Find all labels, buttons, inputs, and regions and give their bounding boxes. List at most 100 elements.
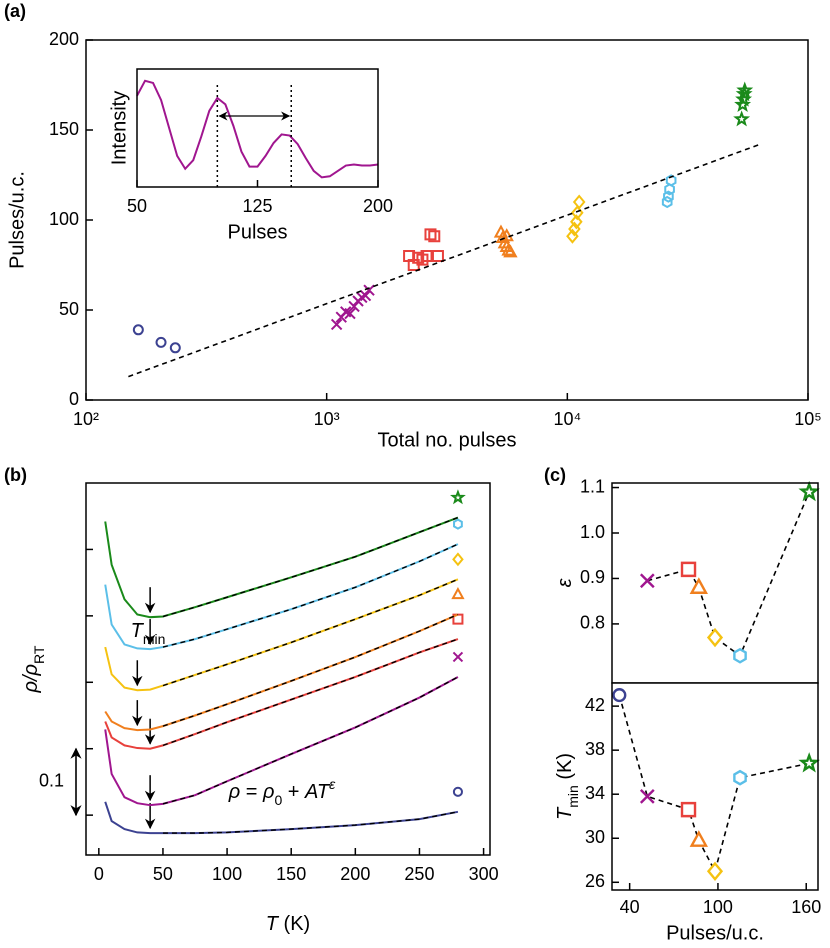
data-point (735, 85, 753, 102)
data-point (359, 289, 372, 302)
curve (104, 638, 459, 750)
y-tick-label: 38 (585, 739, 605, 759)
y-axis-label: ρ/ρRT (20, 645, 46, 693)
y-tick-label: 30 (585, 827, 605, 847)
x-tick-label: 100 (212, 864, 242, 884)
annotation: ρ = ρ0 + ATε (228, 776, 336, 808)
x-tick-label: 200 (340, 864, 370, 884)
y-tick-label: 50 (59, 299, 79, 319)
data-point (680, 801, 697, 818)
y-tick-label: 34 (585, 783, 605, 803)
x-tick-label: 200 (363, 196, 393, 216)
sample-symbol (451, 587, 465, 600)
text-part: ε (554, 577, 576, 587)
x-tick-label: 160 (791, 897, 821, 917)
x-axis-label: T (K) (266, 913, 310, 935)
curve (136, 79, 379, 179)
x-tick-label: 150 (276, 864, 306, 884)
curve (104, 516, 459, 619)
sample-symbol (452, 786, 463, 797)
data-point (612, 688, 627, 703)
data-point (639, 789, 655, 804)
text-part: (K) (278, 913, 310, 935)
data-point (420, 250, 433, 262)
y-tick-label: 0 (69, 389, 79, 409)
y-tick-label: 1.0 (580, 522, 605, 542)
text-part: min (565, 785, 581, 808)
text-part: RT (31, 645, 47, 664)
x-tick-label: 100 (703, 897, 733, 917)
plot-frame (85, 39, 809, 401)
text-part: AT (304, 781, 331, 803)
y-tick-label: 100 (49, 209, 79, 229)
y-tick-label: 1.1 (580, 476, 605, 496)
data-point (706, 861, 724, 881)
data-point (424, 228, 437, 241)
data-point (733, 769, 747, 786)
y-axis-label: Tmin (K) (554, 753, 580, 820)
sample-symbol (452, 651, 464, 663)
data-point (689, 577, 708, 594)
text-part: ρ (262, 781, 274, 803)
y-tick-label: 0.9 (580, 567, 605, 587)
annotation: Tmin (131, 620, 166, 646)
x-axis-label: Pulses/u.c. (666, 922, 764, 944)
data-point (572, 194, 586, 210)
data-point (416, 253, 429, 266)
x-tick-label: 0 (94, 864, 104, 884)
data-point (132, 324, 144, 336)
data-point (363, 284, 375, 296)
y-tick-label: 200 (49, 29, 79, 49)
data-point (736, 81, 754, 98)
plot-area (612, 483, 818, 683)
data-point (663, 190, 674, 203)
x-tick-label: 10³ (314, 409, 340, 429)
text-part: ρ/ρ (20, 664, 42, 693)
text-part: + (282, 781, 305, 803)
data-point (706, 627, 724, 648)
y-tick-label: 26 (585, 871, 605, 891)
y-axis-label: Pulses/u.c. (6, 171, 28, 269)
data-point (503, 244, 518, 258)
plot-frame (136, 68, 379, 188)
data-point (344, 307, 356, 320)
data-point (330, 318, 343, 331)
curve (104, 801, 459, 835)
text-part: min (143, 631, 166, 647)
x-axis-label: Total no. pulses (378, 429, 517, 451)
fit-line (162, 638, 459, 747)
panel-label: (b) (4, 465, 27, 485)
data-point (428, 230, 441, 243)
scale-bar-label: 0.1 (39, 771, 64, 791)
panel-label: (a) (4, 1, 26, 21)
x-tick-label: 10⁵ (794, 409, 821, 429)
sample-symbol (453, 518, 463, 530)
text-part: T (554, 806, 576, 820)
fit-line (162, 543, 459, 648)
text-part: 0 (274, 792, 282, 808)
plot-area (612, 683, 818, 890)
text-part: = (240, 781, 263, 803)
y-axis-label: Intensity (108, 91, 130, 165)
text-part: ε (329, 776, 336, 792)
data-point (169, 342, 181, 354)
x-axis-label: Pulses (227, 221, 287, 243)
x-tick-label: 50 (127, 196, 147, 216)
sample-symbol (450, 489, 466, 505)
data-point (412, 251, 425, 264)
text-part: T (266, 913, 280, 935)
data-point (798, 480, 820, 502)
data-point (733, 110, 751, 127)
x-tick-label: 125 (242, 196, 272, 216)
data-point (689, 830, 708, 847)
fit-line (162, 613, 459, 727)
text-part: T (131, 620, 145, 642)
sample-symbol (452, 613, 464, 625)
curve (104, 543, 459, 651)
x-tick-label: 40 (620, 897, 640, 917)
data-point (639, 573, 655, 589)
y-tick-label: 150 (49, 119, 79, 139)
plot-frame (611, 682, 819, 891)
x-tick-label: 250 (404, 864, 434, 884)
